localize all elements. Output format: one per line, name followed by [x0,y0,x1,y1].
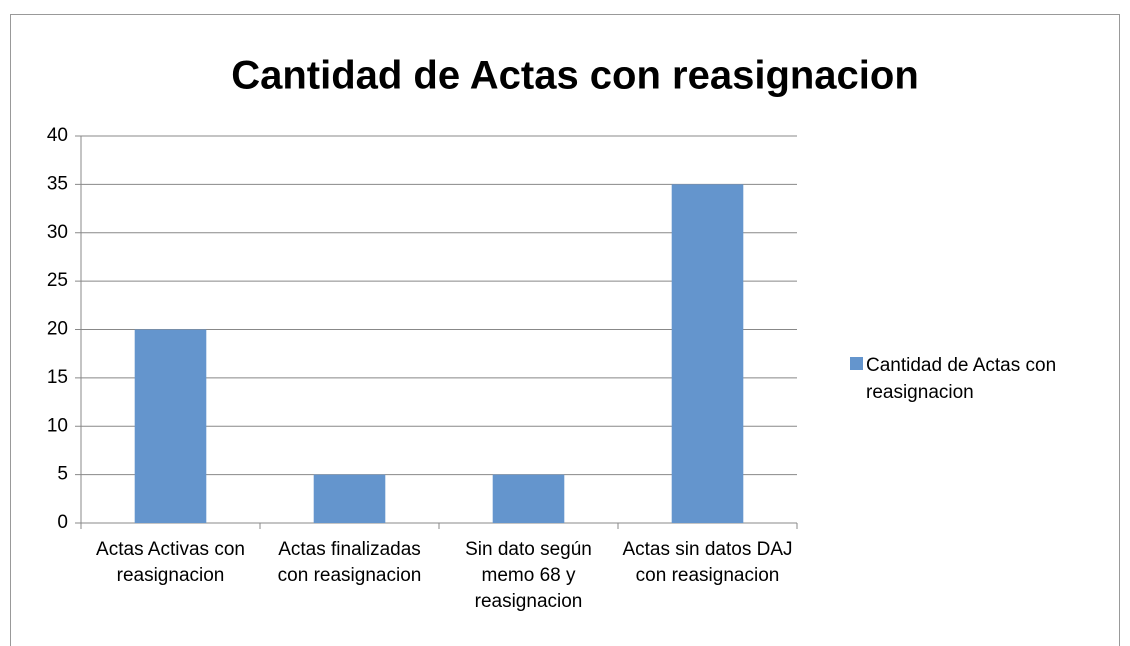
bar [671,184,744,523]
y-tick-label: 10 [47,415,68,436]
x-tick-label: Actas Activas con reasignacion [96,539,245,586]
y-tick-label: 5 [57,464,68,485]
y-tick-label: 0 [57,512,68,533]
y-tick-label: 20 [47,319,68,340]
x-tick-label: Actas sin datos DAJ con reasignacion [622,539,793,586]
x-tick-label: Actas finalizadas con reasignacion [277,539,422,586]
x-tick-label: Sin dato según memo 68 y reasignacion [465,539,592,612]
bar [134,329,207,523]
y-tick-label: 30 [47,222,68,243]
y-tick-label: 40 [47,125,68,146]
bar [313,474,386,523]
y-tick-label: 25 [47,270,68,291]
legend-text: Cantidad de Actas con reasignacion [866,355,1057,403]
bar [492,474,565,523]
chart-title: Cantidad de Actas con reasignacion [231,54,919,98]
chart-border [10,14,1120,646]
y-tick-label: 35 [47,173,68,194]
legend-key [850,357,863,370]
y-tick-label: 15 [47,367,68,388]
